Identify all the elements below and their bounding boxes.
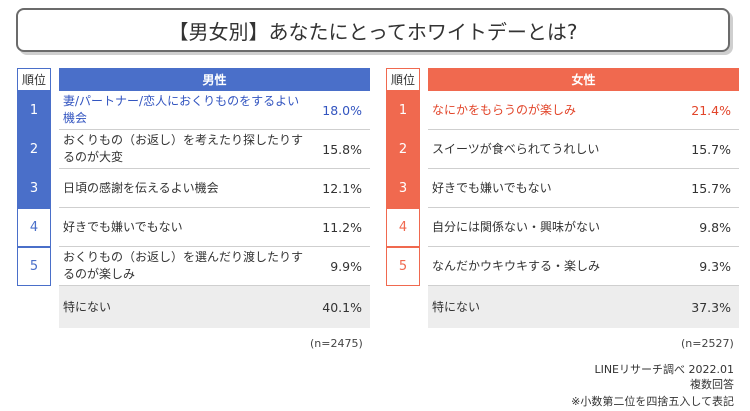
table-row: 5 おくりもの（お返し）を選んだり渡したりするのが楽しみ 9.9% [17,247,370,286]
rank-badge: 1 [386,91,420,130]
row-label: 好きでも嫌いでもない [432,180,552,195]
table-row: 5 なんだかウキウキする・楽しみ 9.3% [386,247,739,286]
row-label: 好きでも嫌いでもない [63,219,183,234]
row-label: なんだかウキウキする・楽しみ [432,258,601,273]
row-label: 自分には関係ない・興味がない [432,219,601,234]
male-header: 男性 [59,68,370,91]
row-value: 18.0% [322,102,362,118]
row-value: 9.9% [330,258,362,274]
rank-badge: 5 [386,247,420,286]
table-row: 4 好きでも嫌いでもない 11.2% [17,208,370,247]
male-sample-size: (n=2475) [310,337,363,350]
row-value: 40.1% [322,299,362,315]
row-value: 11.2% [322,219,362,235]
row-value: 9.8% [699,219,731,235]
rank-badge: 5 [17,247,51,286]
source-note: LINEリサーチ調べ 2022.01 [594,363,734,376]
table-row: 1 妻/パートナー/恋人におくりものをするよい機会 18.0% [17,91,370,130]
rank-badge: 2 [17,130,51,169]
row-label: 日頃の感謝を伝えるよい機会 [63,180,219,195]
rank-badge: 1 [17,91,51,130]
row-label: 特にない [63,299,112,314]
female-ranking-table: 順位 女性 1 なにかをもらうのが楽しみ 21.4% 2 スイーツが食べられてうれ… [386,68,739,328]
table-row-none: 特にない 37.3% [386,286,739,328]
table-header: 順位 男性 [17,68,370,91]
multi-answer-note: 複数回答 [690,378,734,391]
row-label: 妻/パートナー/恋人におくりものをするよい機会 [63,94,300,125]
rank-header: 順位 [386,68,420,91]
table-row: 3 日頃の感謝を伝えるよい機会 12.1% [17,169,370,208]
row-label: スイーツが食べられてうれしい [432,141,600,156]
row-value: 15.8% [322,141,362,157]
table-header: 順位 女性 [386,68,739,91]
female-sample-size: (n=2527) [681,337,734,350]
row-label: おくりもの（お返し）を選んだり渡したりするのが楽しみ [63,250,304,281]
table-row: 3 好きでも嫌いでもない 15.7% [386,169,739,208]
row-label: なにかをもらうのが楽しみ [432,102,577,117]
table-row: 2 おくりもの（お返し）を考えたり探したりするのが大変 15.8% [17,130,370,169]
table-row-none: 特にない 40.1% [17,286,370,328]
female-header: 女性 [428,68,739,91]
row-value: 9.3% [699,258,731,274]
table-row: 4 自分には関係ない・興味がない 9.8% [386,208,739,247]
row-value: 15.7% [691,180,731,196]
page-title: 【男女別】あなたにとってホワイトデーとは? [16,8,730,52]
rank-badge: 3 [17,169,51,208]
male-ranking-table: 順位 男性 1 妻/パートナー/恋人におくりものをするよい機会 18.0% 2 お… [17,68,370,328]
row-value: 37.3% [691,299,731,315]
rank-badge: 3 [386,169,420,208]
rounding-note: ※小数第二位を四捨五入して表記 [571,395,734,408]
row-label: おくりもの（お返し）を考えたり探したりするのが大変 [63,133,304,164]
row-value: 21.4% [691,102,731,118]
row-value: 12.1% [322,180,362,196]
rank-badge: 4 [17,208,51,247]
row-label: 特にない [432,299,481,314]
table-row: 2 スイーツが食べられてうれしい 15.7% [386,130,739,169]
rank-header: 順位 [17,68,51,91]
table-row: 1 なにかをもらうのが楽しみ 21.4% [386,91,739,130]
row-value: 15.7% [691,141,731,157]
rank-badge: 2 [386,130,420,169]
rank-badge: 4 [386,208,420,247]
